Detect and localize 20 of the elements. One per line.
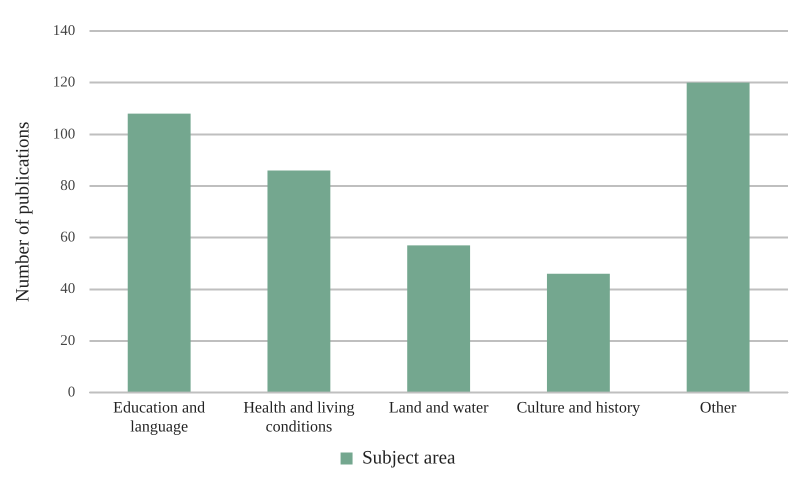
bar <box>267 170 330 392</box>
y-axis-title: Number of publications <box>12 122 34 302</box>
bar <box>546 274 610 392</box>
x-tick-label: Other <box>700 399 738 416</box>
y-tick-label: 100 <box>52 126 76 142</box>
y-tick-label: 40 <box>60 281 76 298</box>
y-tick-label: 20 <box>60 332 76 349</box>
x-tick-label: Culture and history <box>516 399 640 416</box>
x-tick-label: Health and living conditions <box>243 399 354 436</box>
bar <box>686 82 750 392</box>
x-tick-label: Land and water <box>388 399 490 416</box>
legend-label: Subject area <box>362 447 456 468</box>
y-tick-label: 80 <box>60 178 76 194</box>
y-tick-label: 120 <box>52 74 76 91</box>
y-tick-label: 0 <box>68 384 76 401</box>
y-tick-label: 140 <box>52 22 76 39</box>
x-tick-label: Education and language <box>113 399 206 436</box>
y-tick-label: 60 <box>60 230 76 246</box>
bar <box>407 245 470 392</box>
bar <box>128 114 191 392</box>
